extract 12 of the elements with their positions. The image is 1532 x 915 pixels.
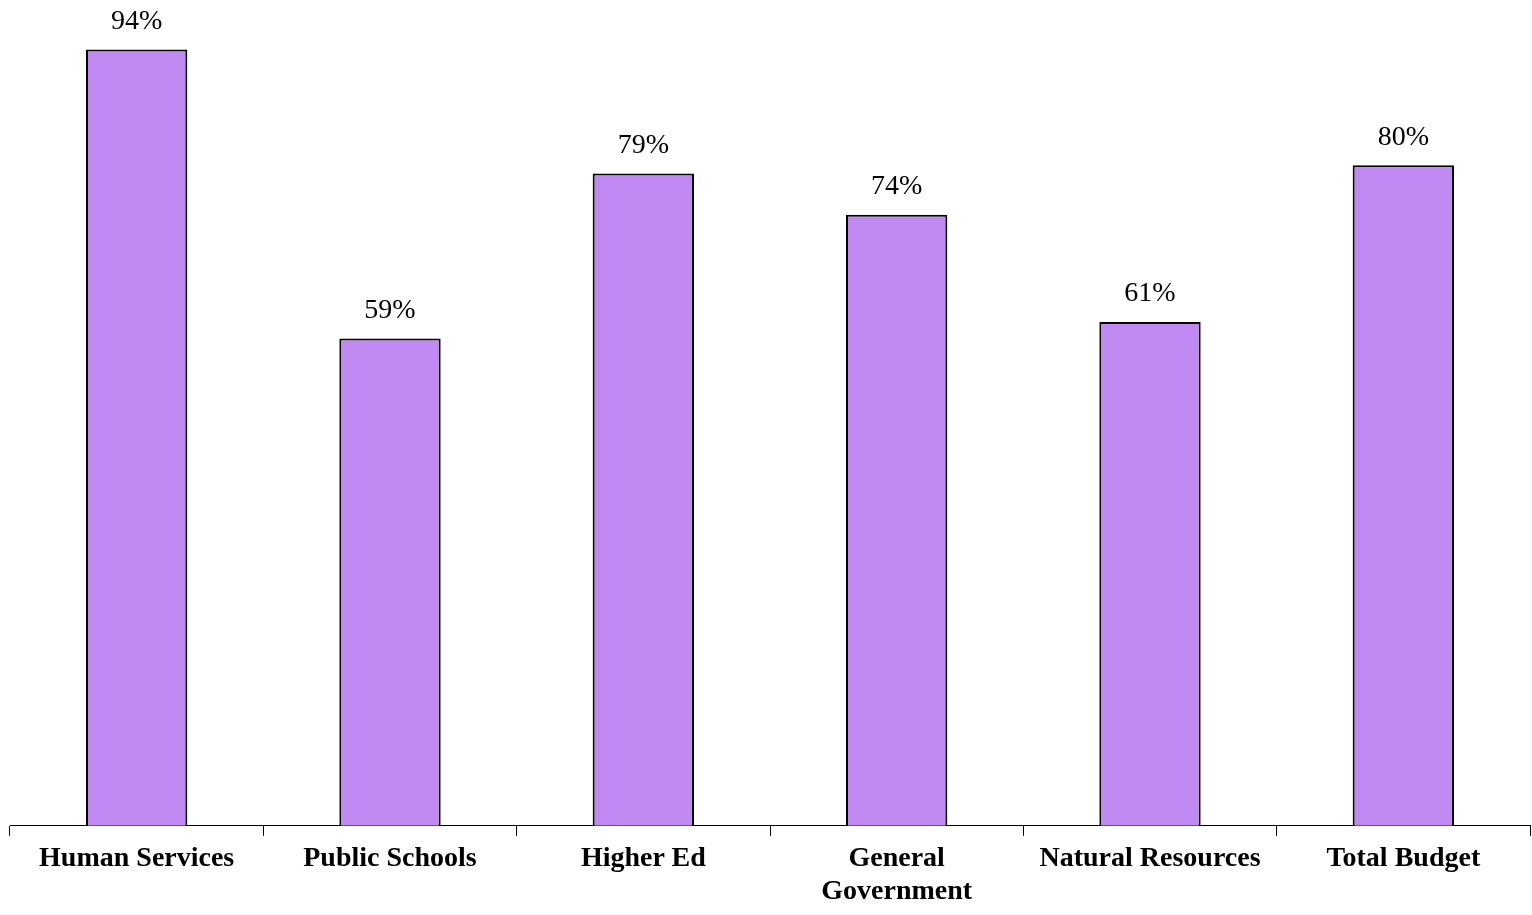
x-tick-label: General Government <box>821 840 973 906</box>
x-tick-label: Public Schools <box>303 840 477 872</box>
x-tick-label: Human Services <box>39 840 235 872</box>
data-label: 59% <box>364 292 416 324</box>
x-tick-label: Natural Resources <box>1039 840 1261 872</box>
data-label: 80% <box>1377 119 1429 151</box>
data-label: 74% <box>871 169 923 201</box>
data-label: 79% <box>617 127 669 159</box>
data-label: 61% <box>1124 276 1176 308</box>
data-label: 94% <box>111 3 163 35</box>
x-tick-label: Higher Ed <box>580 840 707 872</box>
x-tick-label: Total Budget <box>1326 840 1481 872</box>
